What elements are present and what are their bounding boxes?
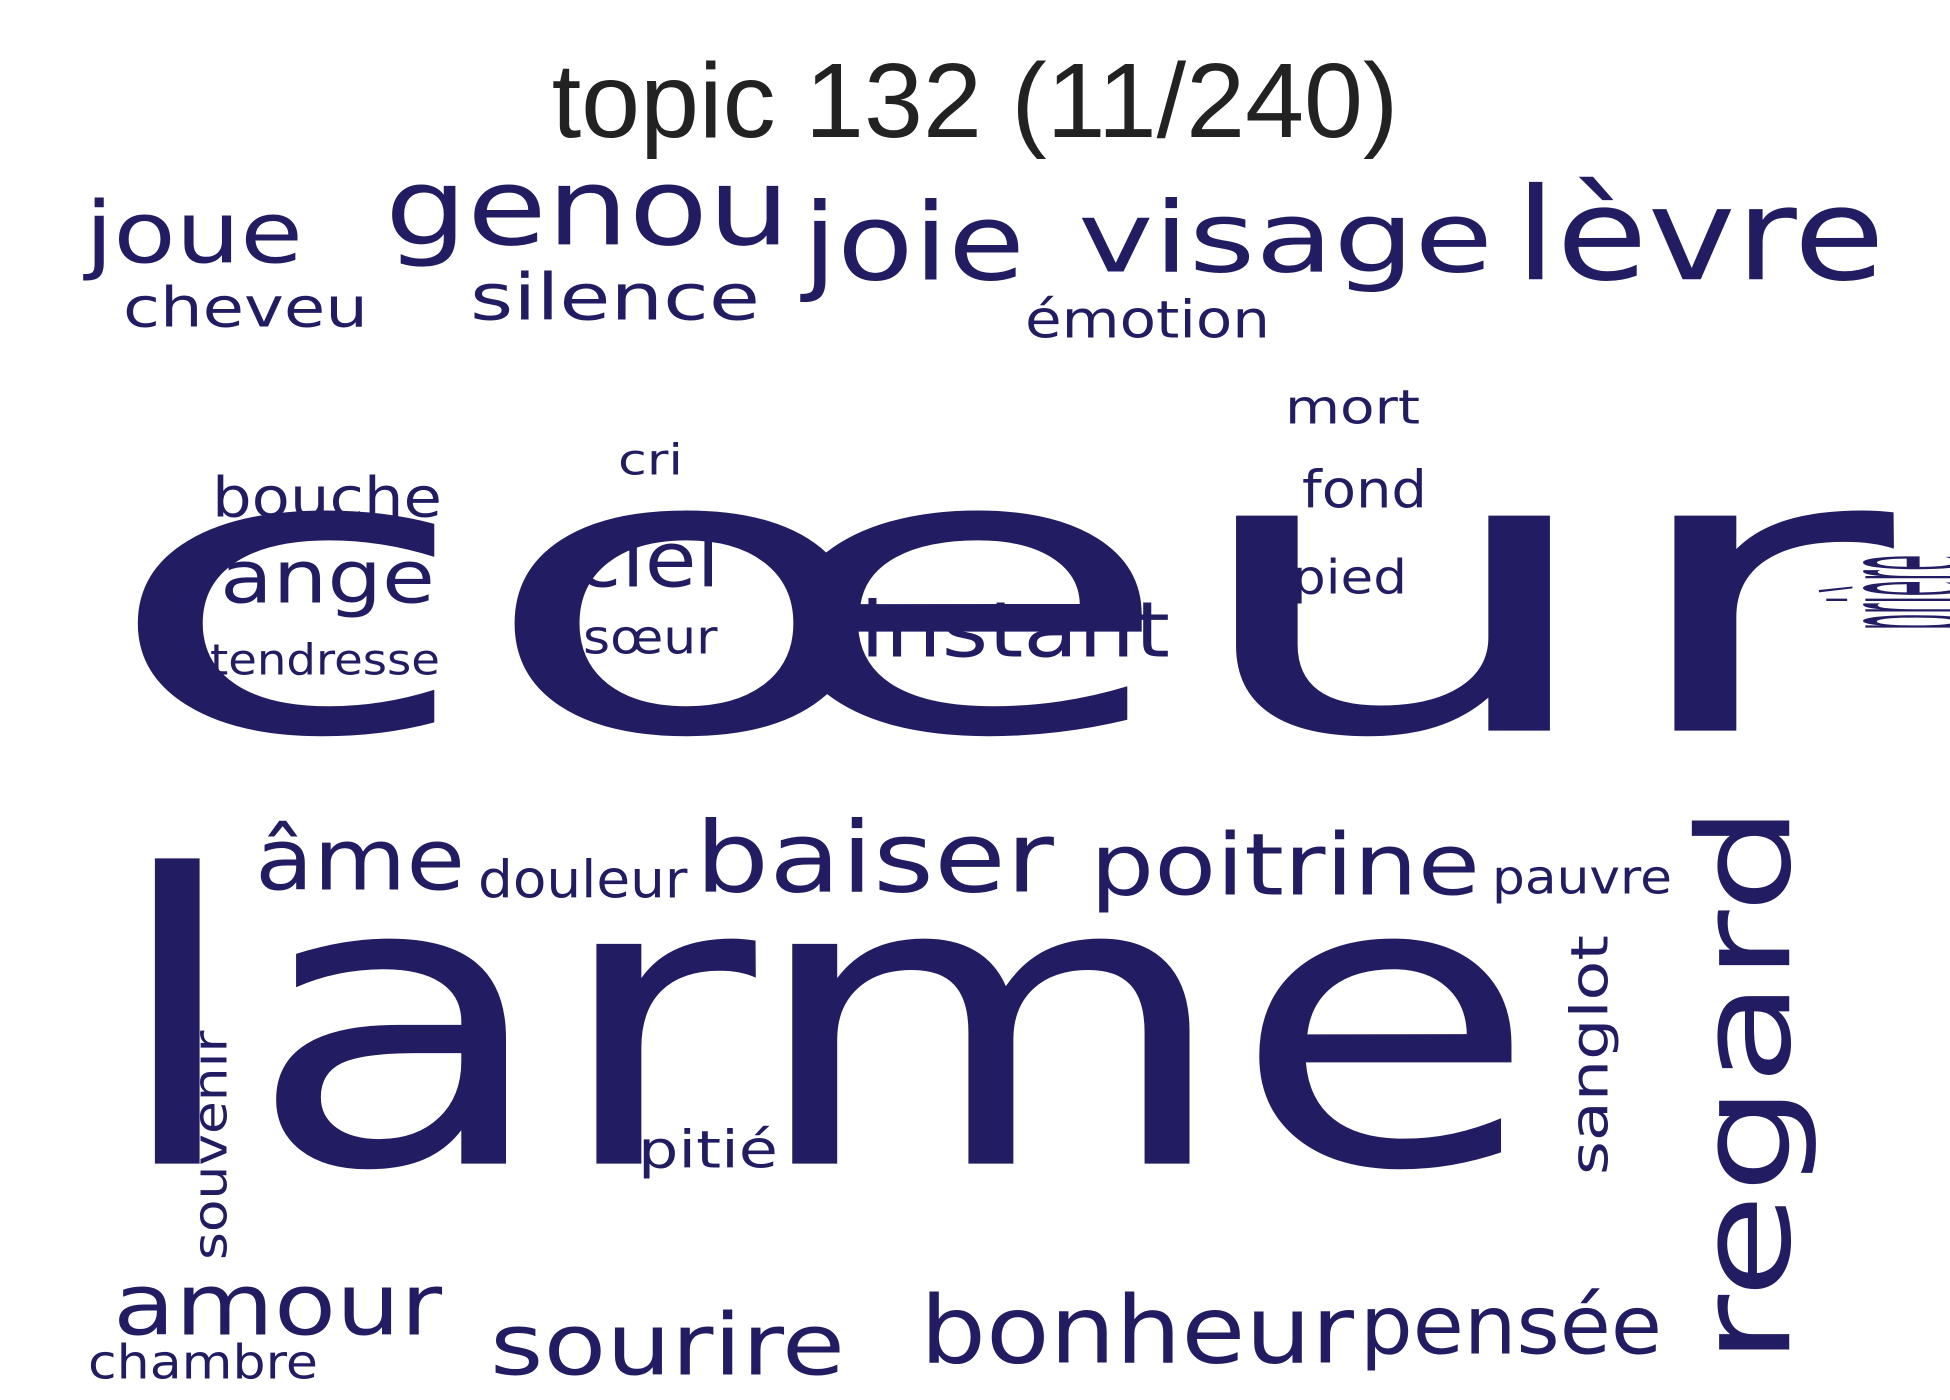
word-mort: mort (1285, 381, 1420, 435)
word-sourire: sourire (490, 1296, 845, 1396)
word-souvenir: souvenir (183, 1030, 238, 1260)
word-bouche: bouche (212, 465, 442, 530)
word-visage: visage (1078, 180, 1493, 295)
word-ciel: ciel (575, 516, 720, 606)
word-cri: cri (618, 436, 683, 485)
word-larme: larme (108, 791, 1538, 1259)
word-poitrine: poitrine (1090, 816, 1480, 915)
word-fond: fond (1302, 460, 1427, 520)
word-baiser: baiser (695, 801, 1055, 915)
chart-title: topic 132 (11/240) (551, 42, 1399, 160)
word-silence: silence (470, 261, 760, 335)
word-ange: ange (220, 535, 435, 620)
word-douleur: douleur (478, 850, 688, 910)
word-ame: âme (255, 811, 465, 910)
word-amour: amour (113, 1256, 443, 1355)
word-sanglot: sanglot (1560, 935, 1619, 1175)
word-joie: joie (799, 181, 1025, 305)
word-genou: genou (385, 145, 790, 269)
word-cheveu: cheveu (123, 275, 368, 340)
word-emotion: émotion (1025, 291, 1270, 351)
word-bonheur: bonheur (920, 1276, 1354, 1385)
word-pied: pied (1292, 550, 1407, 605)
word-pauvre: pauvre (1492, 850, 1672, 905)
word-soeur: sœur (583, 610, 718, 665)
word-coeur: cœur (100, 365, 1901, 823)
word-levre: lèvre (1515, 160, 1885, 310)
word-priere: prière (1795, 555, 1950, 630)
word-pitie: pitié (638, 1120, 778, 1180)
word-regard: regard (1670, 805, 1819, 1365)
word-joue: joue (83, 184, 303, 283)
word-pensee: pensée (1360, 1279, 1662, 1373)
word-chambre: chambre (88, 1335, 318, 1390)
word-instant: instant (860, 586, 1170, 675)
word-tendresse: tendresse (210, 636, 440, 686)
